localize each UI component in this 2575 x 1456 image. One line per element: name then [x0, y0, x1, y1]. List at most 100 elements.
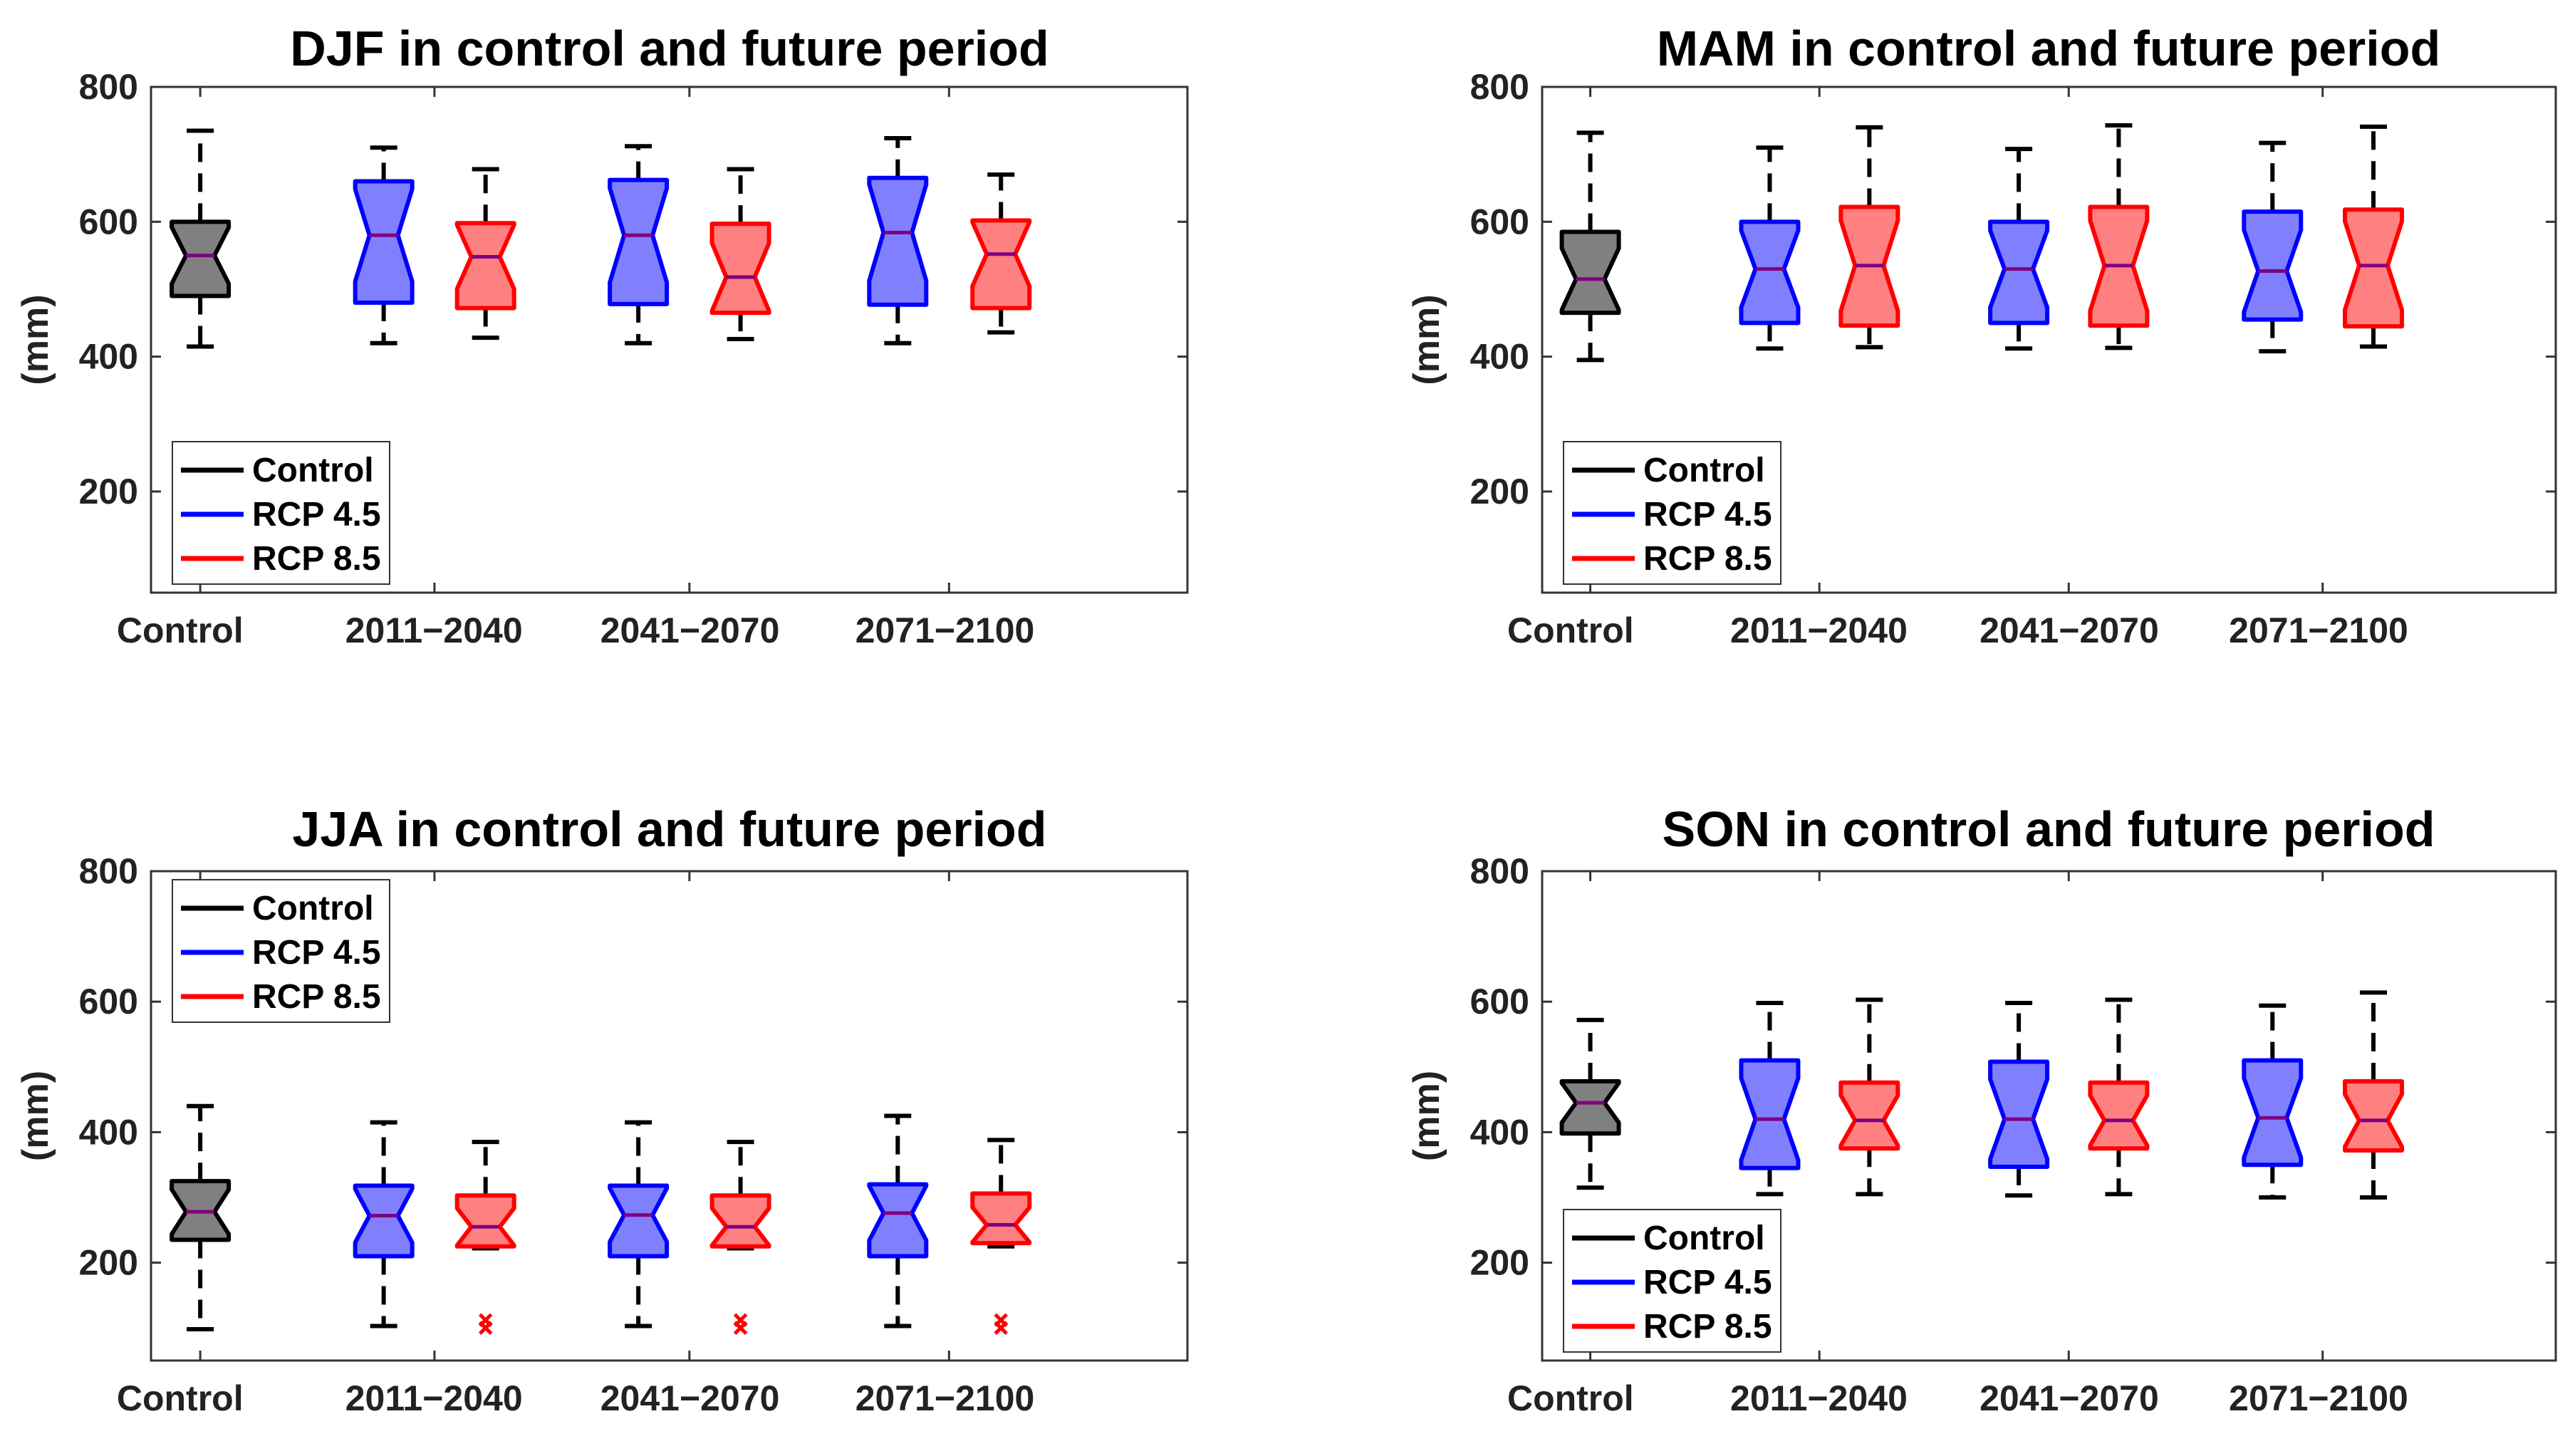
y-tick-label: 200 [1470, 472, 1529, 511]
legend-label-rcp-8-5: RCP 8.5 [252, 978, 381, 1016]
box-rcp-8-5-2011-2040 [1838, 997, 1900, 1197]
box-rcp-4-5-2071-2100 [867, 135, 929, 345]
box-body [867, 175, 929, 307]
y-tick-label: 600 [1470, 982, 1529, 1021]
box-body [353, 179, 415, 305]
y-axis-label: (mm) [1406, 294, 1447, 385]
box-rcp-8-5-2041-2070 [2088, 123, 2150, 350]
box-rcp-8-5-2041-2070 [709, 1140, 771, 1335]
box-rcp-8-5-2071-2100 [970, 1138, 1032, 1335]
x-tick-label: 2071−2100 [2229, 1378, 2408, 1418]
box-body [608, 1183, 670, 1259]
box-body [709, 222, 771, 316]
x-tick-label: Control [117, 610, 244, 650]
chart-title: DJF in control and future period [290, 21, 1049, 76]
legend-label-control: Control [1643, 452, 1765, 489]
y-tick-label: 600 [79, 982, 138, 1021]
x-tick-label: 2041−2070 [600, 1378, 780, 1418]
y-tick-label: 800 [1470, 851, 1529, 891]
box-body [1739, 219, 1801, 326]
legend-label-rcp-4-5: RCP 4.5 [252, 496, 381, 534]
outlier-marker [733, 1313, 748, 1327]
chart-title: MAM in control and future period [1657, 21, 2440, 76]
box-rcp-8-5-2071-2100 [970, 172, 1032, 335]
legend-label-rcp-4-5: RCP 4.5 [1643, 496, 1772, 534]
plot-area [1541, 85, 2557, 594]
outlier-marker [994, 1313, 1009, 1327]
box-body [170, 219, 232, 298]
legend-label-control: Control [1643, 1220, 1765, 1257]
legend-label-rcp-4-5: RCP 4.5 [1643, 1264, 1772, 1301]
y-tick-label: 200 [79, 1243, 138, 1283]
box-rcp-8-5-2071-2100 [2343, 990, 2405, 1200]
box-rcp-4-5-2011-2040 [1739, 1001, 1801, 1197]
box-rcp-4-5-2041-2070 [1988, 147, 2050, 351]
box-body [454, 221, 516, 311]
y-tick-label: 600 [79, 202, 138, 241]
box-control-control [170, 1103, 232, 1332]
box-rcp-8-5-2011-2040 [454, 167, 516, 340]
box-control-control [170, 128, 232, 349]
y-tick-label: 800 [1470, 67, 1529, 107]
box-rcp-4-5-2071-2100 [867, 1113, 929, 1328]
chart-title: SON in control and future period [1663, 801, 2435, 857]
box-body [2343, 1078, 2405, 1153]
box-control-control [1559, 1017, 1621, 1190]
box-body [1988, 219, 2050, 326]
x-tick-label: 2041−2070 [1980, 1378, 2159, 1418]
legend: Control RCP 4.5 RCP 8.5 [172, 879, 390, 1023]
x-tick-label: 2041−2070 [1980, 610, 2159, 650]
box-body [1988, 1059, 2050, 1169]
chart-panel-mam: MAM in control and future period 200 400 60… [1406, 21, 2557, 650]
box-rcp-8-5-2011-2040 [1838, 125, 1900, 350]
box-control-control [1559, 130, 1621, 363]
box-rcp-8-5-2071-2100 [2343, 124, 2405, 349]
box-body [353, 1183, 415, 1259]
y-tick-label: 800 [79, 67, 138, 107]
x-tick-label: 2011−2040 [345, 1378, 523, 1418]
legend: Control RCP 4.5 RCP 8.5 [1563, 1209, 1781, 1353]
chart-title: JJA in control and future period [292, 801, 1046, 857]
y-axis-label: (mm) [15, 294, 56, 385]
chart-panel-djf: DJF in control and future period 200 400 60… [15, 21, 1189, 650]
plot-area [150, 870, 1189, 1362]
legend-label-rcp-4-5: RCP 4.5 [252, 934, 381, 972]
box-body [2242, 209, 2304, 322]
box-rcp-4-5-2041-2070 [608, 144, 670, 345]
y-axis-label: (mm) [1406, 1071, 1447, 1161]
box-body [867, 1182, 929, 1259]
box-rcp-4-5-2071-2100 [2242, 1003, 2304, 1200]
box-body [1559, 1078, 1621, 1136]
x-tick-label: 2071−2100 [855, 610, 1035, 650]
box-rcp-8-5-2011-2040 [454, 1140, 516, 1335]
y-tick-label: 400 [1470, 337, 1529, 377]
y-axis-label: (mm) [15, 1071, 56, 1161]
x-tick-label: Control [1507, 610, 1634, 650]
y-tick-label: 200 [1470, 1243, 1529, 1283]
chart-panel-son: SON in control and future period 200 400 60… [1406, 801, 2557, 1418]
legend: Control RCP 4.5 RCP 8.5 [1563, 441, 1781, 585]
x-tick-label: Control [117, 1378, 244, 1418]
box-body [970, 218, 1032, 311]
box-body [454, 1193, 516, 1249]
plot-area [1541, 870, 2557, 1362]
box-rcp-4-5-2011-2040 [353, 1120, 415, 1328]
x-tick-label: 2011−2040 [1730, 1378, 1908, 1418]
box-body [1838, 1080, 1900, 1151]
y-tick-label: 400 [1470, 1112, 1529, 1152]
legend-label-rcp-8-5: RCP 8.5 [1643, 540, 1772, 578]
box-body [2242, 1058, 2304, 1168]
legend-label-control: Control [252, 452, 374, 489]
legend-label-rcp-8-5: RCP 8.5 [252, 540, 381, 578]
chart-panel-jja: JJA in control and future period 200 400 60… [15, 801, 1189, 1418]
x-tick-label: Control [1507, 1378, 1634, 1418]
outlier-marker [478, 1313, 493, 1327]
x-tick-label: 2071−2100 [855, 1378, 1035, 1418]
y-tick-label: 400 [79, 1112, 138, 1152]
box-body [608, 177, 670, 306]
legend-label-control: Control [252, 890, 374, 927]
x-tick-label: 2011−2040 [345, 610, 523, 650]
box-body [2088, 1080, 2150, 1151]
plot-area [150, 85, 1189, 594]
